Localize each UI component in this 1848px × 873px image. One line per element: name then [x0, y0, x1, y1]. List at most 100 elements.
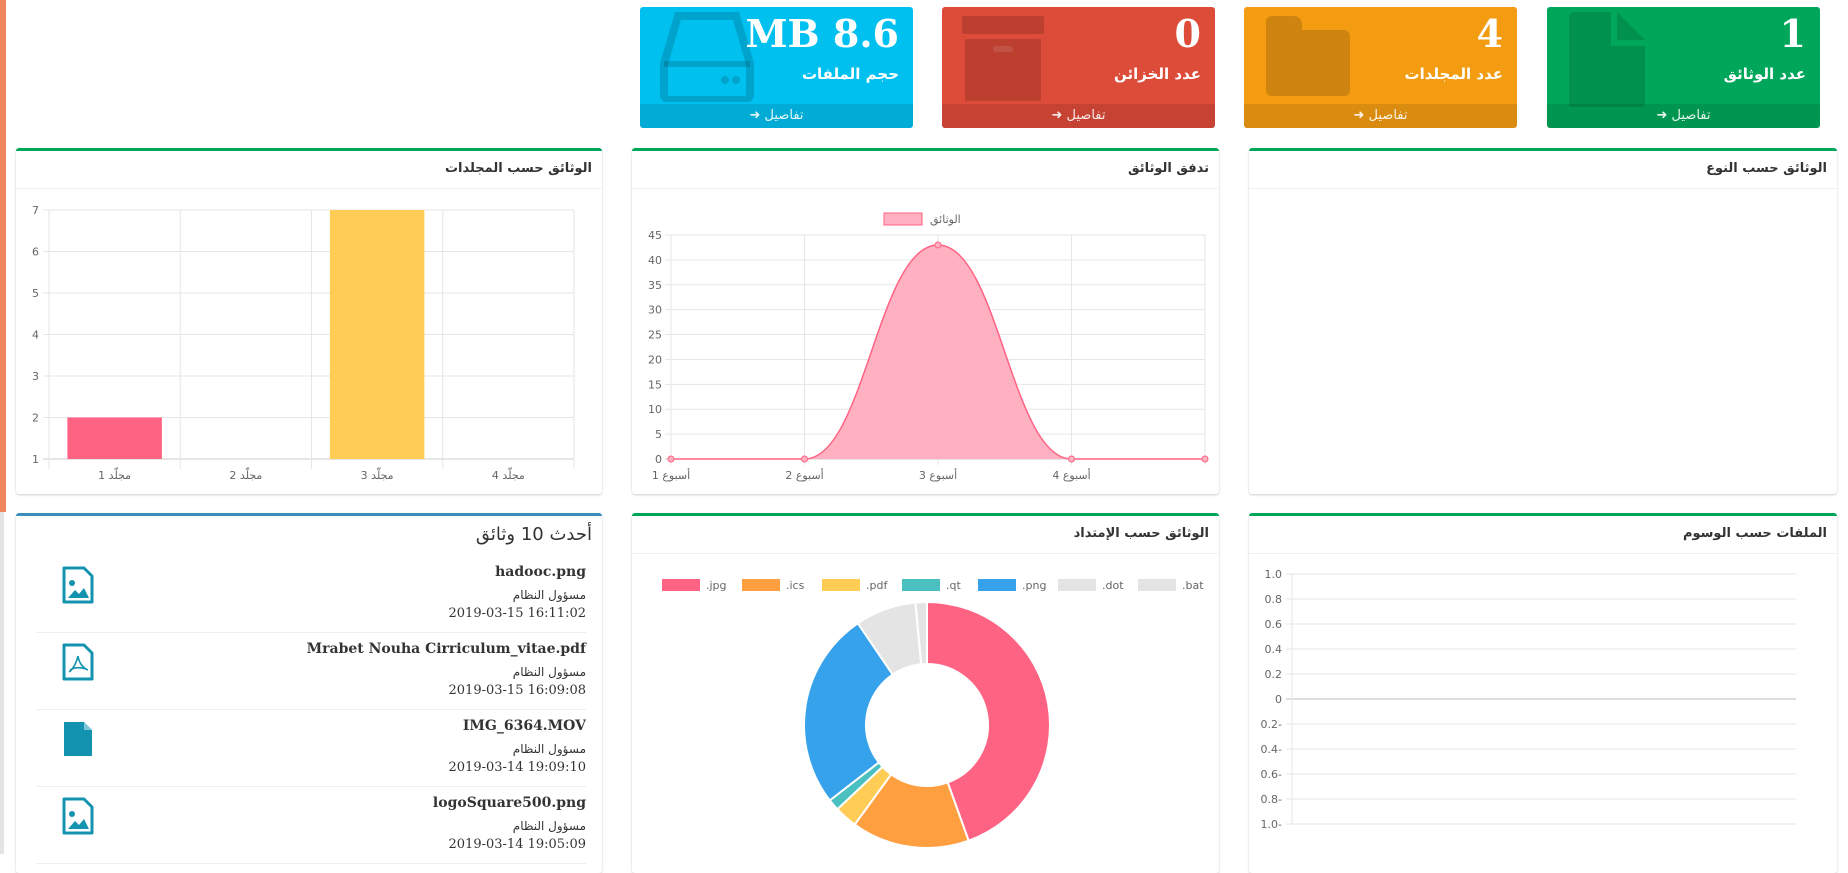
- arrow-circle-right-icon: ➜: [1656, 108, 1668, 123]
- panel-title: تدفق الوثائق: [632, 151, 1219, 189]
- data-point: [801, 455, 808, 463]
- x-tick-label: أسبوع 4: [1052, 468, 1090, 482]
- list-item[interactable]: IMG_6364.MOV مسؤول النظام 2019-03-14 19:…: [36, 710, 586, 787]
- list-item[interactable]: Mrabet Nouha Cirriculum_vitae.pdf مسؤول …: [36, 633, 586, 710]
- legend-label: الوثائق: [930, 213, 961, 227]
- file-name[interactable]: Mrabet Nouha Cirriculum_vitae.pdf: [306, 641, 586, 657]
- y-tick-label: 2: [32, 412, 39, 425]
- list-item[interactable]: hadooc.png مسؤول النظام 2019-03-15 16:11…: [36, 556, 586, 633]
- x-tick-label: مجلّد 2: [229, 467, 262, 482]
- data-point: [1201, 455, 1209, 463]
- bar: [329, 210, 425, 459]
- y-tick-label: 35: [648, 279, 662, 292]
- panel-files-by-tags: الملفات حسب الوسوم 1.0 0.8 0.6 0.4 0.2 0 0.2- 0…: [1249, 513, 1837, 873]
- sidebar-accent: [0, 0, 6, 512]
- stat-value: 1: [1779, 11, 1806, 56]
- legend-swatch: [978, 579, 1016, 591]
- legend-label: .jpg: [706, 579, 727, 592]
- y-tick-label: 1: [32, 453, 39, 466]
- stat-card-1: 0 عدد الخزائن تفاصيل ➜: [942, 7, 1215, 128]
- stat-label: عدد الوثائق: [1723, 65, 1806, 83]
- x-tick-label: مجلّد 4: [492, 467, 525, 482]
- archive-icon: [962, 12, 1057, 111]
- doughnut-slice: [803, 621, 895, 802]
- tags-chart: 1.0 0.8 0.6 0.4 0.2 0 0.2- 0.4- 0.6- 0.8- 1.0-: [1261, 568, 1796, 831]
- area-fill: [671, 244, 1205, 459]
- file-date: 2019-03-14 19:05:09: [448, 837, 586, 852]
- stat-label: عدد المجلدات: [1404, 65, 1503, 83]
- y-tick-label: 5: [655, 428, 662, 441]
- area-chart: الوثائق 0 5 10 15 20 25 30 35 40 45 أسبوع 1 أسبوع 2 أ…: [648, 212, 1209, 482]
- y-tick-label: 0.2-: [1261, 718, 1282, 731]
- details-link[interactable]: تفاصيل ➜: [942, 104, 1215, 128]
- data-point: [934, 241, 942, 249]
- file-date: 2019-03-15 16:09:08: [448, 683, 586, 698]
- file-date: 2019-03-15 16:11:02: [448, 606, 586, 621]
- legend-swatch: [742, 579, 780, 591]
- panel-latest-docs: أحدث 10 وثائق hadooc.png مسؤول النظام 20…: [16, 513, 602, 873]
- doughnut-chart: .jpg .ics .pdf .qt .png .dot .bat: [662, 579, 1204, 849]
- panel-docs-by-type: الوثائق حسب النوع: [1249, 148, 1837, 494]
- panel-title: الوثائق حسب النوع: [1249, 151, 1837, 189]
- y-tick-label: 0.8: [1265, 593, 1283, 606]
- legend-swatch: [662, 579, 700, 591]
- y-tick-label: 1.0: [1265, 568, 1283, 581]
- y-tick-label: 4: [32, 329, 39, 342]
- legend-swatch: [883, 212, 923, 226]
- y-tick-label: 25: [648, 329, 662, 342]
- y-tick-label: 0.6: [1265, 618, 1283, 631]
- doughnut-slice: [926, 600, 1051, 843]
- x-tick-label: أسبوع 2: [785, 468, 823, 482]
- arrow-circle-right-icon: ➜: [749, 108, 761, 123]
- arrow-circle-right-icon: ➜: [1051, 108, 1063, 123]
- panel-title: الوثائق حسب المجلدات: [16, 151, 602, 189]
- details-link[interactable]: تفاصيل ➜: [640, 104, 913, 128]
- legend-label: .qt: [946, 579, 961, 592]
- stat-value: 4: [1476, 11, 1503, 56]
- file-name[interactable]: IMG_6364.MOV: [462, 718, 586, 734]
- panel-title: الوثائق حسب الإمتداد: [632, 516, 1219, 554]
- details-link[interactable]: تفاصيل ➜: [1244, 104, 1517, 128]
- legend-label: .bat: [1182, 579, 1204, 592]
- x-tick-label: أسبوع 3: [919, 468, 957, 482]
- file-icon: [1567, 12, 1662, 111]
- file-name[interactable]: hadooc.png: [495, 564, 586, 580]
- legend-label: .pdf: [866, 579, 888, 592]
- file-name[interactable]: logoSquare500.png: [432, 795, 586, 811]
- y-tick-label: 3: [32, 370, 39, 383]
- stat-value: MB 8.6: [745, 11, 899, 56]
- y-tick-label: 7: [32, 204, 39, 217]
- y-tick-label: 1.0-: [1261, 818, 1282, 831]
- y-tick-label: 6: [32, 246, 39, 259]
- bar-chart: 1 2 3 4 5 6 7 مجلّد 1 مجلّد 2 مجلّد 3 مجلّد 4: [32, 204, 575, 482]
- doughnut-slice: [914, 600, 928, 666]
- stat-card-3: 1 عدد الوثائق تفاصيل ➜: [1547, 7, 1820, 128]
- y-tick-label: 0: [655, 453, 662, 466]
- file-owner: مسؤول النظام: [512, 665, 586, 679]
- file-owner: مسؤول النظام: [512, 588, 586, 602]
- folder-icon: [1264, 12, 1359, 106]
- y-tick-label: 0.4: [1265, 643, 1283, 656]
- x-tick-label: أسبوع 1: [652, 468, 690, 482]
- details-label: تفاصيل: [1671, 108, 1711, 123]
- y-tick-label: 10: [648, 403, 662, 416]
- legend-label: .png: [1022, 579, 1046, 592]
- panel-docs-by-folder: الوثائق حسب المجلدات 1 2 3 4 5 6 7 مجلّد 1 مجلّد…: [16, 148, 602, 494]
- stat-label: حجم الملفات: [801, 65, 899, 83]
- file-owner: مسؤول النظام: [512, 742, 586, 756]
- y-tick-label: 15: [648, 378, 662, 391]
- list-item[interactable]: logoSquare500.png مسؤول النظام 2019-03-1…: [36, 787, 586, 864]
- y-tick-label: 30: [648, 304, 662, 317]
- y-tick-label: 40: [648, 254, 662, 267]
- legend-swatch: [1058, 579, 1096, 591]
- stat-value: 0: [1174, 11, 1201, 56]
- data-point: [1068, 455, 1075, 463]
- stat-card-2: 4 عدد المجلدات تفاصيل ➜: [1244, 7, 1517, 128]
- legend-label: .ics: [786, 579, 805, 592]
- y-tick-label: 0.6-: [1261, 768, 1282, 781]
- details-link[interactable]: تفاصيل ➜: [1547, 104, 1820, 128]
- y-tick-label: 0.4-: [1261, 743, 1282, 756]
- legend-label: .dot: [1102, 579, 1124, 592]
- hdd-icon: [660, 12, 755, 106]
- y-tick-label: 0: [1275, 693, 1282, 706]
